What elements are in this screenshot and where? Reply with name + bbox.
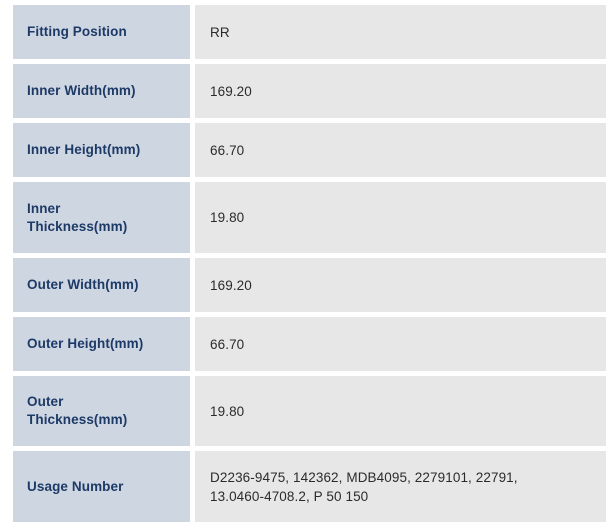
spec-label-line: Inner Width(mm) <box>27 83 136 98</box>
spec-table-container: Fitting Position RR Inner Width(mm) 169.20 I… <box>13 5 606 522</box>
spec-value-line: 13.0460-4708.2, P 50 150 <box>210 488 369 504</box>
spec-value-line: 19.80 <box>210 210 245 225</box>
table-row: Usage Number D2236-9475, 142362, MDB4095,… <box>13 451 606 522</box>
spec-value-cell: 66.70 <box>195 123 606 182</box>
spec-table-body: Fitting Position RR Inner Width(mm) 169.20 I… <box>13 5 606 522</box>
spec-value-cell: 169.20 <box>195 258 606 317</box>
spec-label-cell: Inner Thickness(mm) <box>13 182 195 258</box>
spec-label-cell: Inner Width(mm) <box>13 64 195 123</box>
spec-label-line: Inner Height(mm) <box>27 142 141 157</box>
spec-label-cell: Usage Number <box>13 451 195 522</box>
spec-label-line: Outer Height(mm) <box>27 336 144 351</box>
table-row: Inner Thickness(mm) 19.80 <box>13 182 606 258</box>
spec-value-cell: D2236-9475, 142362, MDB4095, 2279101, 22… <box>195 451 606 522</box>
spec-value-line: 169.20 <box>210 83 252 99</box>
spec-label-line: Outer <box>27 394 64 409</box>
spec-label-cell: Outer Thickness(mm) <box>13 376 195 451</box>
table-row: Outer Height(mm) 66.70 <box>13 317 606 376</box>
table-row: Outer Thickness(mm) 19.80 <box>13 376 606 451</box>
spec-value-line: 169.20 <box>210 277 252 293</box>
spec-value-line: RR <box>210 24 230 40</box>
spec-value-line: D2236-9475, 142362, MDB4095, 2279101, 22… <box>210 469 518 485</box>
spec-label-line: Fitting Position <box>27 24 127 39</box>
spec-label-line: Outer Width(mm) <box>27 277 139 292</box>
table-row: Outer Width(mm) 169.20 <box>13 258 606 317</box>
table-row: Inner Width(mm) 169.20 <box>13 64 606 123</box>
spec-value-line: 66.70 <box>210 142 245 158</box>
spec-label-line: Thickness(mm) <box>27 218 128 234</box>
table-row: Fitting Position RR <box>13 5 606 64</box>
spec-label-line: Inner <box>27 200 61 216</box>
spec-value-cell: RR <box>195 5 606 64</box>
table-row: Inner Height(mm) 66.70 <box>13 123 606 182</box>
spec-label-cell: Outer Width(mm) <box>13 258 195 317</box>
spec-value-line: 19.80 <box>210 403 245 419</box>
spec-label-line: Thickness(mm) <box>27 412 128 427</box>
spec-value-cell: 19.80 <box>195 182 606 258</box>
fitting-specification-table: Fitting Position RR Inner Width(mm) 169.20 I… <box>13 5 606 522</box>
spec-value-cell: 66.70 <box>195 317 606 376</box>
spec-label-cell: Outer Height(mm) <box>13 317 195 376</box>
spec-value-cell: 19.80 <box>195 376 606 451</box>
spec-value-cell: 169.20 <box>195 64 606 123</box>
spec-label-cell: Fitting Position <box>13 5 195 64</box>
spec-label-line: Usage Number <box>27 478 124 494</box>
spec-label-cell: Inner Height(mm) <box>13 123 195 182</box>
spec-value-line: 66.70 <box>210 336 245 352</box>
